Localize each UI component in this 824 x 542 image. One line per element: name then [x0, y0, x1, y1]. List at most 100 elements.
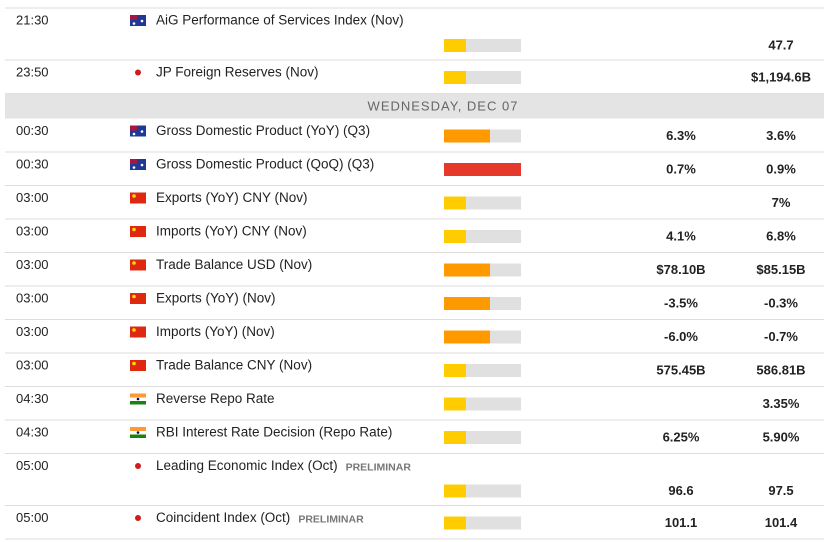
- time: 03:00: [16, 190, 49, 205]
- flag: [130, 460, 146, 472]
- flag: [130, 393, 146, 405]
- previous: 97.5: [768, 483, 793, 498]
- forecast: -6.0%: [664, 329, 698, 344]
- flag: [130, 67, 146, 78]
- impact-bar: [444, 297, 490, 310]
- flag: [130, 360, 146, 371]
- forecast: 4.1%: [666, 228, 696, 243]
- flag-jack: [130, 159, 137, 164]
- flag-bg: [130, 159, 146, 170]
- flag-bg: [130, 259, 146, 271]
- previous: 101.4: [765, 515, 798, 530]
- event-tag: PRELIMINAR: [346, 461, 412, 473]
- impact-bar: [444, 163, 521, 176]
- day-header: [5, 93, 824, 119]
- flag-top: [130, 393, 146, 398]
- flag-star: [140, 19, 144, 23]
- previous: 47.7: [768, 37, 793, 52]
- time: 00:30: [16, 156, 49, 171]
- previous: -0.3%: [764, 295, 798, 310]
- forecast: 6.25%: [663, 429, 700, 444]
- impact-bar: [444, 484, 466, 498]
- event-name: Exports (YoY) CNY (Nov): [156, 190, 308, 205]
- previous: 0.9%: [766, 161, 796, 176]
- flag-star: [132, 166, 136, 169]
- impact-bar: [444, 196, 466, 210]
- flag: [130, 259, 146, 271]
- flag-star: [140, 130, 144, 133]
- event-name: JP Foreign Reserves (Nov): [156, 65, 319, 80]
- flag-dot: [135, 69, 141, 76]
- previous: 3.6%: [766, 128, 796, 143]
- event-name: RBI Interest Rate Decision (Repo Rate): [156, 425, 392, 440]
- event-name: Exports (YoY) (Nov): [156, 291, 276, 306]
- forecast: 0.7%: [666, 161, 696, 176]
- forecast: -3.5%: [664, 295, 698, 310]
- time: 04:30: [16, 391, 49, 406]
- flag: [130, 512, 146, 524]
- event-name: Leading Economic Index (Oct): [156, 458, 338, 473]
- time: 05:00: [16, 458, 49, 473]
- flag-bg: [130, 360, 146, 371]
- flag-wheel: [136, 397, 140, 401]
- previous: 3.35%: [763, 396, 800, 411]
- event-name: Imports (YoY) CNY (Nov): [156, 224, 307, 239]
- flag-jack: [130, 125, 137, 131]
- flag-jack: [130, 15, 137, 20]
- impact-bar: [444, 39, 466, 52]
- flag-star: [132, 194, 136, 198]
- impact-bar: [444, 230, 466, 243]
- event-name: Gross Domestic Product (YoY) (Q3): [156, 123, 370, 138]
- forecast: 96.6: [668, 483, 693, 498]
- flag-top: [130, 427, 146, 431]
- flag-bg: [130, 125, 146, 137]
- previous: 7%: [772, 195, 791, 210]
- flag: [130, 159, 146, 170]
- flag-bot: [130, 434, 146, 438]
- flag-star: [132, 22, 136, 25]
- impact-bar: [444, 263, 490, 277]
- event-name: Imports (YoY) (Nov): [156, 324, 275, 339]
- previous: 586.81B: [756, 362, 805, 377]
- time: 05:00: [16, 510, 49, 525]
- flag: [130, 226, 146, 237]
- impact-bar: [444, 516, 466, 530]
- event-tag: PRELIMINAR: [298, 513, 364, 525]
- impact-bar: [444, 364, 466, 377]
- time: 00:30: [16, 123, 49, 138]
- forecast: 6.3%: [666, 128, 696, 143]
- event-name: Coincident Index (Oct): [156, 510, 290, 525]
- time: 03:00: [16, 357, 49, 372]
- flag-wheel: [136, 431, 140, 434]
- flag: [130, 192, 146, 204]
- flag-star: [140, 163, 144, 167]
- time: 04:30: [16, 424, 49, 439]
- day-label: WEDNESDAY, DEC 07: [368, 98, 519, 113]
- flag-star: [132, 328, 136, 332]
- flag-bg: [130, 192, 146, 204]
- flag: [130, 326, 146, 338]
- impact-bar: [444, 330, 490, 344]
- flag-dot: [135, 515, 141, 521]
- flag-star: [132, 132, 136, 136]
- event-name: Trade Balance USD (Nov): [156, 257, 312, 272]
- event-name: AiG Performance of Services Index (Nov): [156, 13, 404, 28]
- flag-star: [132, 227, 136, 232]
- impact-bar: [444, 71, 466, 84]
- flag: [130, 15, 146, 26]
- forecast: 575.45B: [656, 362, 705, 377]
- flag-dot: [135, 463, 141, 469]
- flag-bot: [130, 401, 146, 405]
- flag-star: [132, 361, 136, 366]
- time: 23:50: [16, 64, 49, 79]
- flag: [130, 125, 146, 137]
- forecast: $78.10B: [656, 262, 705, 277]
- time: 03:00: [16, 324, 49, 339]
- impact-bar: [444, 431, 466, 444]
- flag: [130, 293, 146, 304]
- flag-bg: [130, 226, 146, 237]
- time: 03:00: [16, 257, 49, 272]
- flag-bg: [130, 293, 146, 304]
- flag-star: [132, 294, 136, 299]
